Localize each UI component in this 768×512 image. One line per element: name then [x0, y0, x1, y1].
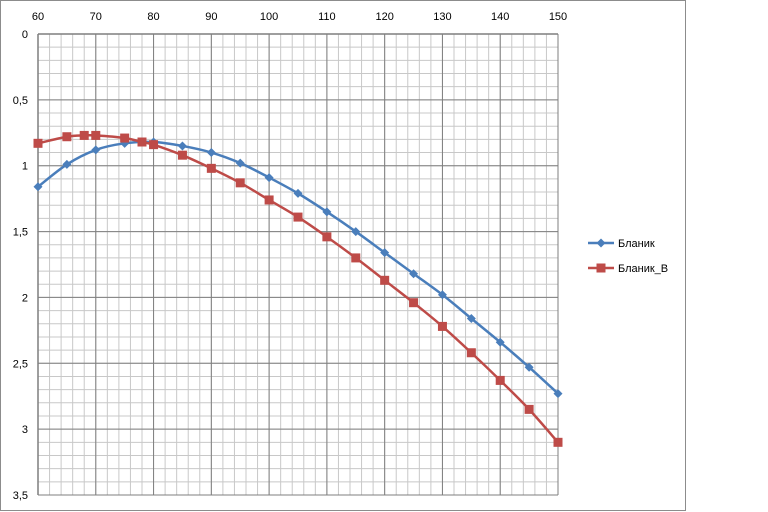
data-point: [206, 163, 216, 173]
legend: Бланик Бланик_B: [588, 238, 668, 275]
series-2: [33, 130, 563, 447]
data-point: [177, 141, 187, 151]
data-point: [437, 321, 447, 331]
x-tick-label: 100: [260, 11, 278, 23]
data-point: [33, 182, 43, 192]
y-tick-label: 0: [22, 29, 28, 41]
data-point: [206, 148, 216, 158]
data-point: [409, 269, 419, 279]
data-point: [91, 145, 101, 155]
legend-label: Бланик_B: [618, 263, 668, 275]
data-point: [437, 290, 447, 300]
data-point: [380, 275, 390, 285]
data-point: [495, 337, 505, 347]
y-tick-label: 1: [22, 161, 28, 173]
y-tick-label: 1,5: [13, 227, 28, 239]
legend-marker: [596, 238, 606, 248]
data-point: [177, 150, 187, 160]
data-point: [524, 404, 534, 414]
data-point: [264, 195, 274, 205]
data-point: [322, 232, 332, 242]
data-point: [264, 173, 274, 183]
x-tick-label: 90: [205, 11, 217, 23]
y-tick-label: 2: [22, 292, 28, 304]
y-tick-label: 0,5: [13, 95, 28, 107]
data-point: [137, 137, 147, 147]
data-point: [351, 227, 361, 237]
series-1: [33, 137, 563, 399]
x-tick-label: 80: [147, 11, 159, 23]
plot-area: [38, 34, 558, 495]
x-tick-label: 140: [491, 11, 509, 23]
data-point: [62, 159, 72, 169]
x-tick-label: 120: [375, 11, 393, 23]
legend-marker: [596, 263, 606, 273]
x-tick-label: 70: [90, 11, 102, 23]
data-point: [62, 132, 72, 142]
data-point: [33, 138, 43, 148]
data-point: [351, 253, 361, 263]
data-point: [79, 130, 89, 140]
x-tick-label: 110: [318, 11, 336, 23]
data-point: [466, 314, 476, 324]
data-point: [91, 130, 101, 140]
x-tick-label: 130: [433, 11, 451, 23]
data-point: [293, 212, 303, 222]
y-tick-label: 3: [22, 424, 28, 436]
data-point: [409, 298, 419, 308]
data-point: [293, 188, 303, 198]
data-point: [322, 207, 332, 217]
legend-label: Бланик: [618, 238, 655, 250]
data-point: [524, 362, 534, 372]
data-point: [553, 437, 563, 447]
major-gridlines: [37, 33, 559, 496]
data-point: [380, 248, 390, 258]
data-point: [553, 389, 563, 399]
data-point: [120, 133, 130, 143]
data-point: [495, 375, 505, 385]
y-tick-label: 2,5: [13, 358, 28, 370]
data-point: [235, 158, 245, 168]
data-point: [149, 140, 159, 150]
y-tick-label: 3,5: [13, 490, 28, 502]
data-point: [235, 178, 245, 188]
data-point: [466, 348, 476, 358]
x-tick-label: 60: [32, 11, 44, 23]
x-tick-label: 150: [549, 11, 567, 23]
